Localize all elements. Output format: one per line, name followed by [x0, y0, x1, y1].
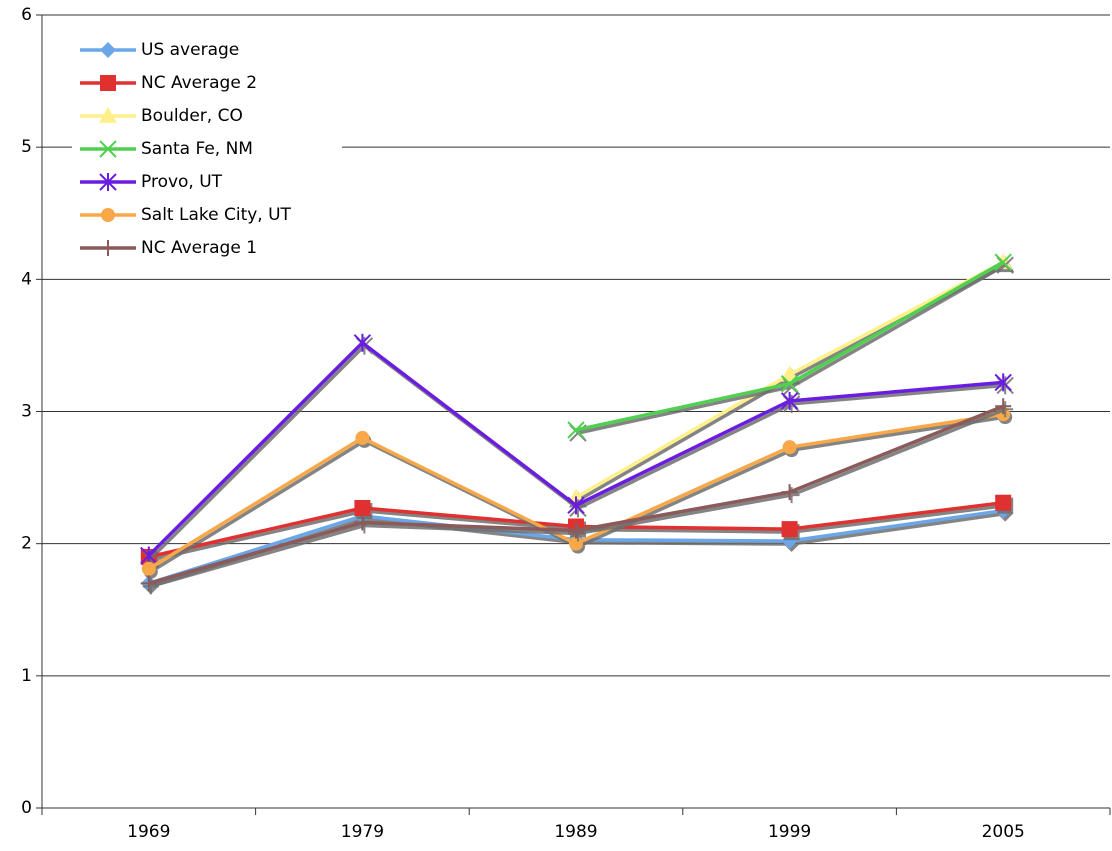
legend-label: Salt Lake City, UT [141, 205, 292, 225]
y-tick-label: 4 [21, 269, 32, 289]
marker [780, 375, 799, 393]
marker [100, 240, 116, 256]
series [567, 253, 1012, 439]
marker [567, 421, 585, 439]
y-tick-label: 0 [21, 798, 32, 818]
x-tick-label: 1989 [554, 822, 597, 842]
y-tick-label: 2 [21, 534, 32, 554]
marker [569, 536, 583, 551]
marker [353, 333, 372, 352]
marker [568, 522, 584, 539]
marker [354, 514, 371, 531]
y-tick-label: 1 [21, 666, 32, 686]
marker [995, 494, 1012, 511]
legend-label: NC Average 1 [141, 238, 257, 258]
marker [100, 42, 116, 58]
marker [781, 484, 798, 501]
marker [141, 561, 156, 576]
legend-entry: Santa Fe, NM [80, 139, 253, 159]
series [141, 407, 1011, 576]
marker [140, 575, 157, 592]
x-tick-label: 2005 [982, 822, 1025, 842]
marker [100, 75, 116, 91]
marker [994, 253, 1012, 271]
marker [101, 208, 115, 222]
legend-entry: Salt Lake City, UT [80, 205, 292, 225]
legend-entry: Boulder, CO [80, 106, 243, 126]
marker [994, 373, 1012, 392]
x-tick-label: 1999 [768, 822, 811, 842]
y-tick-label: 6 [21, 5, 32, 25]
marker [780, 365, 799, 382]
series [567, 253, 1013, 505]
series [140, 398, 1012, 592]
marker [99, 107, 117, 123]
x-tick-label: 1969 [127, 822, 170, 842]
marker [354, 499, 371, 516]
marker [99, 173, 117, 191]
legend-label: Boulder, CO [141, 106, 243, 126]
legend-entry: NC Average 2 [80, 73, 257, 93]
marker [781, 521, 798, 538]
marker [780, 391, 799, 410]
marker [355, 430, 370, 445]
y-tick-label: 5 [21, 137, 32, 157]
series [140, 333, 1012, 565]
marker [567, 496, 585, 515]
legend-entry: NC Average 1 [80, 238, 257, 258]
x-tick-label: 1979 [341, 822, 384, 842]
marker [995, 398, 1012, 415]
marker [140, 546, 158, 565]
legend-label: Provo, UT [141, 172, 223, 192]
marker [99, 140, 117, 158]
marker [782, 440, 797, 455]
legend-entry: US average [80, 40, 239, 60]
y-tick-label: 3 [21, 402, 32, 422]
legend: US average NC Average 2 Boulder, CO Santa F… [72, 30, 342, 268]
legend-label: NC Average 2 [141, 73, 257, 93]
legend-label: US average [141, 40, 239, 60]
legend-entry: Provo, UT [80, 172, 223, 192]
legend-label: Santa Fe, NM [141, 139, 253, 159]
